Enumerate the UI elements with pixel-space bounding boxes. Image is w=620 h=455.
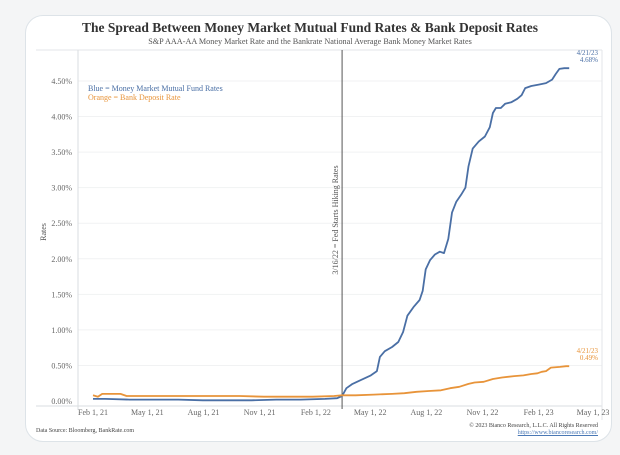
x-tick-label: May 1, 21 xyxy=(131,408,164,417)
axes xyxy=(36,49,603,420)
chart-card xyxy=(25,15,612,442)
fed-marker-label: 3/16/22 = Fed Starts Hiking Rates xyxy=(331,165,340,274)
x-tick-label: Feb 1, 22 xyxy=(301,408,331,417)
x-tick-label: May 1, 22 xyxy=(354,408,387,417)
x-tick-label: Feb 1, 23 xyxy=(524,408,554,417)
legend-entry: Orange = Bank Deposit Rate xyxy=(88,93,181,102)
fed-marker: 3/16/22 = Fed Starts Hiking Rates xyxy=(331,50,343,409)
x-tick-label: Nov 1, 21 xyxy=(244,408,276,417)
end-label-value: 0.49% xyxy=(580,354,598,362)
y-tick-label: 2.50% xyxy=(51,219,72,228)
gridlines xyxy=(78,80,602,366)
y-tick-label: 0.50% xyxy=(51,361,72,370)
legend: Blue = Money Market Mutual Fund RatesOra… xyxy=(88,84,223,102)
y-tick-label: 1.50% xyxy=(51,290,72,299)
website-link[interactable]: https://www.biancoresearch.com/ xyxy=(517,430,598,436)
chart-subtitle: S&P AAA-AA Money Market Rate and the Ban… xyxy=(148,37,472,46)
x-axis-ticks: Feb 1, 21 May 1, 21 Aug 1, 21 Nov 1, 21 Feb … xyxy=(78,408,609,417)
y-axis-ticks: 0.00% 0.50% 1.00% 1.50% 2.00% 2.50% 3.00% 3.50%… xyxy=(51,77,72,406)
x-tick-label: Feb 1, 21 xyxy=(78,408,108,417)
x-tick-label: Aug 1, 21 xyxy=(188,408,220,417)
y-tick-label: 3.50% xyxy=(51,148,72,157)
chart-title: The Spread Between Money Market Mutual F… xyxy=(81,20,539,35)
y-tick-label: 4.50% xyxy=(51,77,72,86)
y-tick-label: 3.00% xyxy=(51,184,72,193)
money-market-fund-line xyxy=(93,67,570,402)
copyright-block: © 2023 Bianco Research, L.L.C. All Right… xyxy=(469,423,598,437)
end-label-date: 4/21/23 xyxy=(577,347,599,355)
y-tick-label: 0.00% xyxy=(51,397,72,406)
y-axis-label: Rates xyxy=(39,223,48,241)
data-source: Data Source: Bloomberg, BankRate.com xyxy=(36,428,135,434)
end-label-date: 4/21/23 xyxy=(577,49,599,57)
copyright-text: © 2023 Bianco Research, L.L.C. All Right… xyxy=(469,423,598,429)
series-lines xyxy=(92,67,570,402)
x-tick-label: May 1, 23 xyxy=(577,408,610,417)
x-tick-label: Aug 1, 22 xyxy=(410,408,442,417)
y-tick-label: 1.00% xyxy=(51,326,72,335)
end-labels: 4/21/234.68%4/21/230.49% xyxy=(577,49,599,362)
legend-entry: Blue = Money Market Mutual Fund Rates xyxy=(88,84,223,93)
y-tick-label: 2.00% xyxy=(51,255,72,264)
end-label-value: 4.68% xyxy=(580,56,598,64)
x-tick-label: Nov 1, 22 xyxy=(467,408,499,417)
bank-deposit-line xyxy=(92,365,570,398)
y-tick-label: 4.00% xyxy=(51,113,72,122)
